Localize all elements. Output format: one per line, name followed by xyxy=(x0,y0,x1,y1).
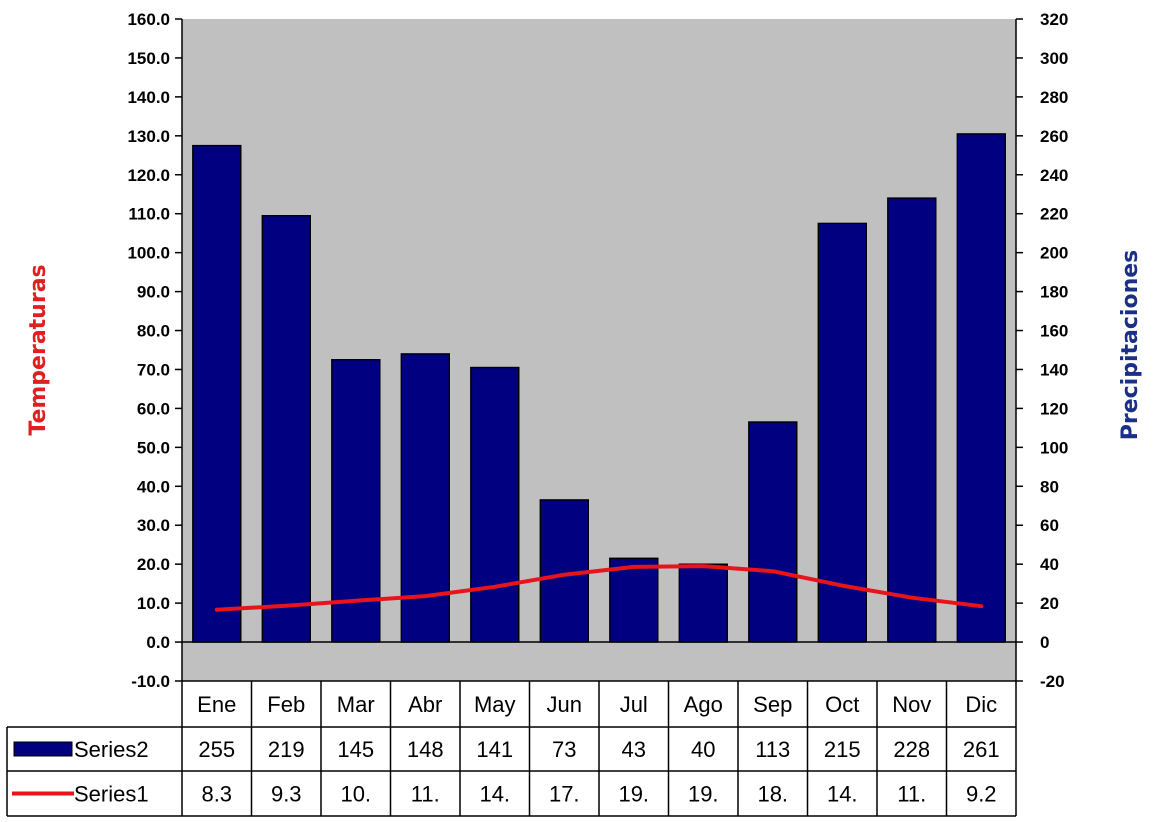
category-label: Sep xyxy=(753,692,792,717)
table-cell-value: 261 xyxy=(963,737,1000,762)
category-label: Nov xyxy=(892,692,931,717)
left-axis: 160.0 150.0 140.0 130.0 120.0 110.0 100.0 90.0 8… xyxy=(127,10,183,691)
right-tick-label: 320 xyxy=(1040,10,1068,29)
y-axis-title-left: Temperaturas xyxy=(26,264,51,435)
right-tick-label: 80 xyxy=(1040,477,1059,496)
table-cell-value: 19. xyxy=(688,782,719,807)
left-tick-label: 160.0 xyxy=(127,10,170,29)
table-cell-value: 9.2 xyxy=(966,782,997,807)
table-cell-value: 148 xyxy=(407,737,444,762)
table-cell-value: 14. xyxy=(479,782,510,807)
table-cell-value: 18. xyxy=(757,782,788,807)
left-tick-label: 60.0 xyxy=(137,399,170,418)
table-cell-value: 19. xyxy=(618,782,649,807)
right-tick-label: 20 xyxy=(1040,594,1059,613)
table-cell-value: 145 xyxy=(337,737,374,762)
table-cell-value: 255 xyxy=(198,737,235,762)
right-tick-label: 180 xyxy=(1040,283,1068,302)
table-cell-value: 73 xyxy=(552,737,576,762)
table-cell-value: 11. xyxy=(411,782,440,807)
category-label: Jun xyxy=(547,692,582,717)
table-cell-value: 215 xyxy=(824,737,861,762)
right-axis: 3203002802602402202001801601401201008060… xyxy=(1015,10,1068,691)
bar-ago xyxy=(678,563,728,643)
bar-jul xyxy=(609,557,659,643)
table-cell-value: 43 xyxy=(622,737,646,762)
right-tick-label: 140 xyxy=(1040,360,1068,379)
left-tick-label: 90.0 xyxy=(137,283,170,302)
y-axis-title-right: Precipitaciones xyxy=(1118,250,1143,441)
right-tick-label: 280 xyxy=(1040,88,1068,107)
right-tick-label: 160 xyxy=(1040,322,1068,341)
table-cell-value: 10. xyxy=(340,782,371,807)
left-tick-label: 150.0 xyxy=(127,49,170,68)
table-cell-value: 228 xyxy=(893,737,930,762)
left-tick-label: 30.0 xyxy=(137,516,170,535)
data-table: Ene Feb Mar Abr May Jun Jul Ago Sep Oct Nov Dic Seri… xyxy=(6,680,1017,817)
table-cell-value: 40 xyxy=(691,737,715,762)
bar-sep xyxy=(748,421,798,643)
left-tick-label: 100.0 xyxy=(127,244,170,263)
category-label: Ene xyxy=(197,692,236,717)
category-label: Dic xyxy=(965,692,997,717)
right-tick-label: 120 xyxy=(1040,399,1068,418)
table-cell-value: 9.3 xyxy=(271,782,302,807)
left-tick-label: -10.0 xyxy=(131,672,170,691)
left-tick-label: 140.0 xyxy=(127,88,170,107)
category-label: Ago xyxy=(684,692,723,717)
category-label: May xyxy=(474,692,516,717)
right-tick-label: 0 xyxy=(1040,633,1049,652)
left-tick-label: 50.0 xyxy=(137,438,170,457)
left-tick-label: 130.0 xyxy=(127,127,170,146)
bar-feb xyxy=(261,214,311,643)
category-label: Oct xyxy=(825,692,859,717)
left-tick-label: 80.0 xyxy=(137,322,170,341)
legend-series-name: Series1 xyxy=(74,782,149,807)
table-cell-value: 219 xyxy=(268,737,305,762)
left-tick-label: 10.0 xyxy=(137,594,170,613)
table-cell-value: 11. xyxy=(897,782,926,807)
table-cell-value: 141 xyxy=(476,737,513,762)
table-cell-value: 8.3 xyxy=(201,782,232,807)
bar-ene xyxy=(192,144,242,643)
bar-may xyxy=(470,366,520,643)
right-tick-label: 220 xyxy=(1040,205,1068,224)
right-tick-label: 300 xyxy=(1040,49,1068,68)
category-label: Jul xyxy=(620,692,648,717)
left-tick-label: 20.0 xyxy=(137,555,170,574)
precipitation-bars xyxy=(192,133,1006,643)
bar-dic xyxy=(956,133,1006,643)
right-tick-label: 40 xyxy=(1040,555,1059,574)
category-label: Mar xyxy=(337,692,375,717)
table-cell-value: 17. xyxy=(549,782,580,807)
left-tick-label: 70.0 xyxy=(137,360,170,379)
right-tick-label: 260 xyxy=(1040,127,1068,146)
bar-mar xyxy=(331,359,381,643)
left-tick-label: 110.0 xyxy=(128,205,170,224)
category-label: Feb xyxy=(267,692,305,717)
legend-key-bar xyxy=(13,741,73,757)
right-tick-label: 100 xyxy=(1040,438,1068,457)
left-tick-label: 120.0 xyxy=(127,166,170,185)
legend-series-name: Series2 xyxy=(74,737,149,762)
right-tick-label: 60 xyxy=(1040,516,1059,535)
right-tick-label: -20 xyxy=(1040,672,1065,691)
right-tick-label: 200 xyxy=(1040,244,1068,263)
left-tick-label: 0.0 xyxy=(146,633,170,652)
bar-oct xyxy=(817,222,867,643)
temperature-line xyxy=(214,564,984,612)
left-tick-label: 40.0 xyxy=(137,477,170,496)
right-tick-label: 240 xyxy=(1040,166,1068,185)
bar-nov xyxy=(887,197,937,643)
table-cell-value: 113 xyxy=(755,737,790,762)
category-label: Abr xyxy=(408,692,442,717)
table-cell-value: 14. xyxy=(827,782,858,807)
